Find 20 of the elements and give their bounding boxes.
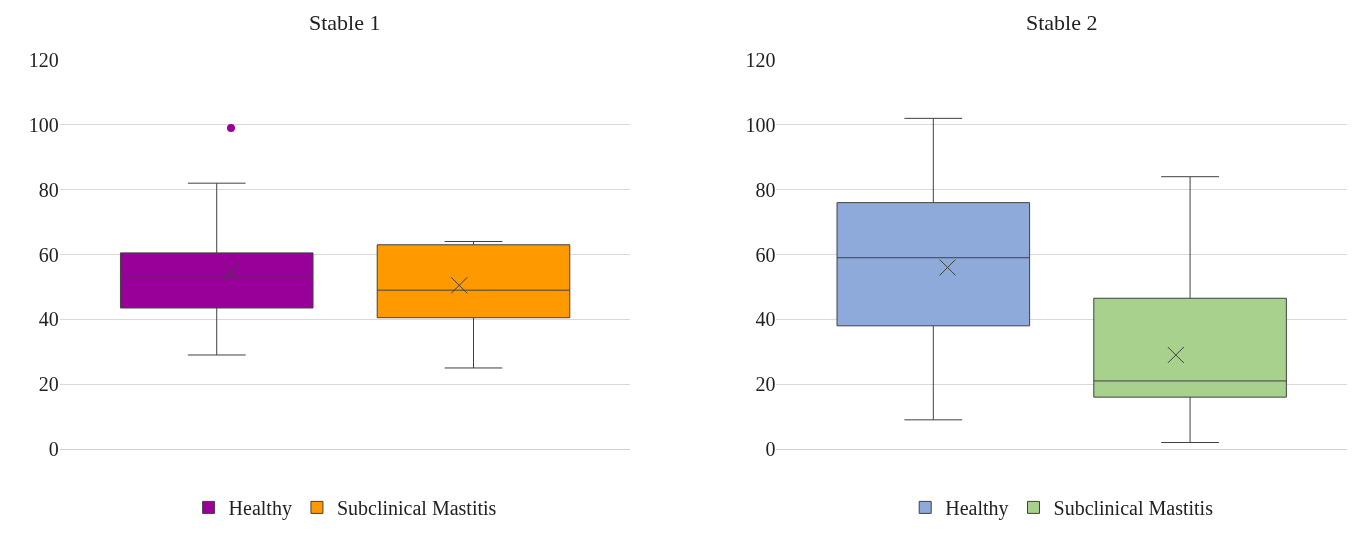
legend-label: Subclinical Mastitis [1053, 497, 1214, 520]
y-tick-label: 20 [38, 373, 59, 396]
y-tick-label: 120 [745, 49, 776, 71]
y-tick-label: 0 [765, 438, 776, 460]
y-tick-label: 80 [755, 178, 776, 201]
y-tick-label: 0 [48, 438, 59, 460]
y-tick-label: 100 [28, 113, 59, 136]
y-tick-label: 40 [38, 308, 59, 331]
y-tick-label: 20 [755, 373, 776, 396]
legend-label: Healthy [228, 497, 292, 521]
y-tick-label: 40 [755, 308, 776, 331]
y-tick-label: 60 [38, 243, 59, 266]
chart-title: Stable 1 [309, 10, 381, 35]
legend-label: Subclinical Mastitis [336, 497, 497, 520]
legend-label: Healthy [945, 497, 1009, 521]
y-tick-label: 60 [755, 243, 776, 266]
y-tick-label: 80 [38, 178, 59, 201]
y-tick-label: 120 [28, 49, 59, 71]
y-tick-label: 100 [745, 113, 776, 136]
chart-title: Stable 2 [1026, 10, 1098, 35]
